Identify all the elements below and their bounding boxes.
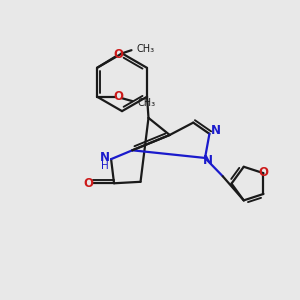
Text: N: N — [203, 154, 213, 167]
Text: O: O — [114, 90, 124, 103]
Text: CH₃: CH₃ — [137, 98, 155, 108]
Text: N: N — [100, 152, 110, 164]
Text: O: O — [84, 177, 94, 190]
Text: O: O — [113, 48, 123, 62]
Text: N: N — [211, 124, 221, 137]
Text: O: O — [259, 166, 269, 178]
Text: H: H — [101, 161, 109, 171]
Text: CH₃: CH₃ — [136, 44, 154, 54]
